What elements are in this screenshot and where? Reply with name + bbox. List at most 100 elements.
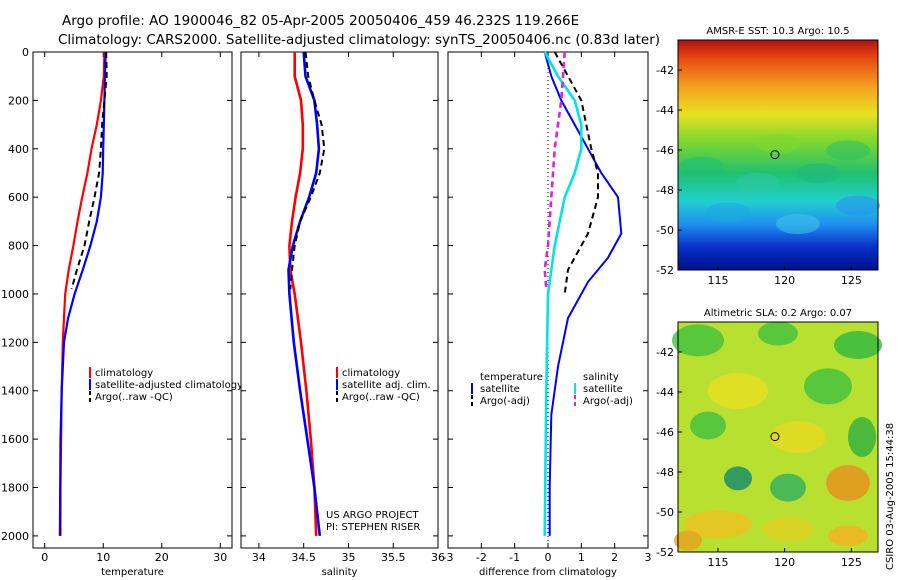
difference-panel: -3 -2 -1 0 1 2 3 difference from climatology tem… (443, 51, 652, 578)
sla-map-panel: Altimetric SLA: 0.2 Argo: 0.07 115 120 125 -… (656, 308, 882, 569)
project-annotation: US ARGO PROJECT (326, 510, 420, 521)
sla_map-xtick-label: 115 (708, 556, 729, 569)
sla-patch (826, 465, 870, 501)
difference-xtick-label: -1 (509, 551, 520, 564)
difference-legend-label: Argo(-adj) (583, 396, 633, 407)
sla-patch (690, 411, 726, 440)
temperature-panel: 0 10 20 30 0 200 400 600 800 1000 1200 1400 1600 1800… (1, 46, 243, 578)
salinity-xtick-label: 34 (252, 551, 266, 564)
difference-xtick-label: -3 (443, 551, 454, 564)
temperature-series-line (70, 51, 108, 290)
difference-xtick-label: -2 (476, 551, 487, 564)
sla_map-ytick-label: -42 (656, 346, 674, 359)
temperature-xlabel: temperature (101, 567, 164, 578)
temperature-xtick-label: 10 (96, 551, 110, 564)
temperature-xtick-label: 30 (213, 551, 227, 564)
depth-tick-label: 200 (8, 94, 29, 107)
sla-patch (672, 324, 724, 357)
sst_map-ytick-label: -44 (656, 104, 674, 117)
depth-tick-label: 1800 (1, 482, 29, 495)
temperature-axes-frame (32, 51, 233, 549)
float-position-marker (770, 432, 780, 442)
sla-patch (758, 321, 798, 346)
salinity-xtick-label: 35 (341, 551, 355, 564)
sla_map-title: Altimetric SLA: 0.2 Argo: 0.07 (704, 308, 852, 319)
difference-series-line (543, 51, 583, 536)
sst_map-ytick-label: -46 (656, 144, 674, 157)
float-position-marker (770, 150, 780, 160)
sla-patch (848, 417, 876, 457)
difference-legend-label: satellite (583, 384, 623, 395)
sla-patch (684, 510, 752, 539)
salinity-series-line (288, 52, 318, 536)
sla-patch (770, 473, 806, 502)
sst_map-title: AMSR-E SST: 10.3 Argo: 10.5 (706, 26, 849, 37)
salinity-xtick-label: 35.5 (381, 551, 406, 564)
difference-legend-label: salinity (583, 372, 619, 383)
sst-patch (776, 214, 820, 234)
sla_map-xtick-label: 125 (841, 556, 862, 569)
difference-legend-label: temperature (480, 372, 543, 383)
difference-xtick-label: 3 (645, 551, 652, 564)
depth-tick-label: 1600 (1, 433, 29, 446)
temperature-legend-label: satellite-adjusted climatology (95, 380, 243, 391)
salinity-legend-label: climatology (342, 368, 400, 379)
sla-patch (724, 466, 752, 491)
sla-patch (762, 517, 814, 541)
sla_map-xtick-label: 120 (774, 556, 795, 569)
sst_map-xtick-label: 125 (841, 274, 862, 287)
sst-patch (680, 156, 724, 177)
sla-patch (770, 421, 826, 453)
salinity-xlabel: salinity (322, 567, 358, 578)
temperature-legend-label: Argo(..raw -QC) (95, 392, 173, 403)
sla-patch (828, 525, 868, 546)
salinity-panel: 34 34.5 35 35.5 36 salinity climatologysatelli… (240, 51, 445, 578)
salinity-xtick-label: 34.5 (291, 551, 316, 564)
salinity-series-line (287, 51, 322, 537)
difference-series-line (543, 51, 623, 536)
salinity-legend-label: Argo(..raw -QC) (342, 392, 420, 403)
sst-patch (796, 163, 840, 184)
sla_map-ytick-label: -48 (656, 466, 674, 479)
sla_map-frame (677, 321, 879, 553)
difference-xtick-label: 1 (578, 551, 585, 564)
difference-series-line (543, 51, 566, 290)
depth-tick-label: 2000 (1, 530, 29, 543)
depth-tick-label: 1000 (1, 288, 29, 301)
title-line-1: Argo profile: AO 1900046_82 05-Apr-2005 … (62, 13, 579, 29)
sst_map-ytick-label: -48 (656, 184, 674, 197)
sla_map-ytick-label: -50 (656, 506, 674, 519)
depth-tick-label: 600 (8, 191, 29, 204)
depth-tick-label: 0 (22, 46, 29, 59)
depth-tick-label: 1400 (1, 385, 29, 398)
title-line-2: Climatology: CARS2000. Satellite-adjuste… (58, 32, 660, 48)
temperature-xtick-label: 0 (41, 551, 48, 564)
sst-patch (706, 202, 750, 223)
sst_map-xtick-label: 120 (774, 274, 795, 287)
sla_map-ytick-label: -46 (656, 426, 674, 439)
difference-xlabel: difference from climatology (479, 567, 617, 578)
difference-legend-label: Argo(-adj) (480, 396, 530, 407)
sst_map-xtick-label: 115 (708, 274, 729, 287)
project-annotation: PI: STEPHEN RISER (326, 522, 420, 533)
sst-patch (826, 140, 870, 161)
difference-xtick-label: 0 (545, 551, 552, 564)
sla-patch (804, 368, 852, 405)
timestamp-watermark: CSIRO 03-Aug-2005 15:44:38 (885, 423, 896, 570)
difference-xtick-label: 2 (611, 551, 618, 564)
salinity-axes-frame (240, 51, 439, 549)
sla-patch (674, 530, 702, 551)
sla_map-ytick-label: -44 (656, 386, 674, 399)
sla-patch (708, 373, 768, 409)
sst-patch (756, 133, 800, 154)
difference-legend-label: satellite (480, 384, 520, 395)
sst-patch (836, 195, 880, 216)
sst-map-panel: AMSR-E SST: 10.3 Argo: 10.5 115 120 125 -42 -… (656, 26, 880, 287)
salinity-xtick-label: 36 (431, 551, 445, 564)
depth-tick-label: 1200 (1, 336, 29, 349)
sla_map-ytick-label: -52 (656, 546, 674, 559)
sst_map-ytick-label: -52 (656, 264, 674, 277)
salinity-legend-label: satellite adj. clim. (342, 380, 431, 391)
depth-tick-label: 800 (8, 240, 29, 253)
